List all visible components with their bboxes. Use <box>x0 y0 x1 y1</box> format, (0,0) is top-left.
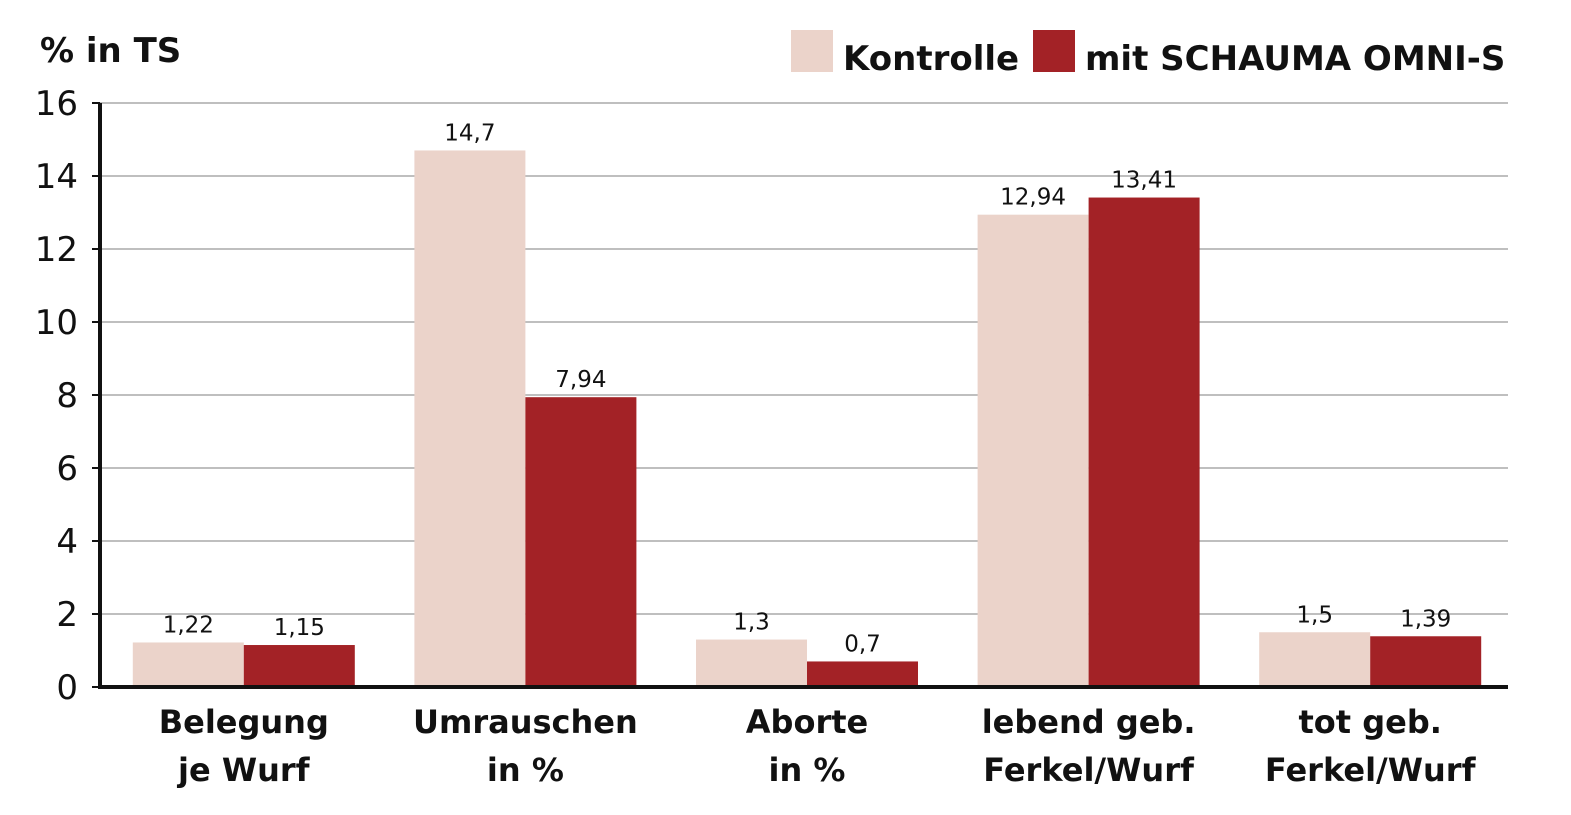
bar <box>1259 632 1371 687</box>
value-label: 1,3 <box>733 610 770 636</box>
x-tick-line: Belegung <box>159 703 329 741</box>
bar <box>414 150 526 687</box>
legend-swatch <box>1033 30 1075 72</box>
x-tick-line: Umrauschen <box>413 703 638 741</box>
bar <box>243 645 355 687</box>
bar <box>1370 636 1482 687</box>
x-tick-line: Ferkel/Wurf <box>983 751 1195 789</box>
x-tick-line: tot geb. <box>1299 703 1442 741</box>
x-tick-label: lebend geb. Ferkel/Wurf <box>982 703 1196 789</box>
x-tick-line: in % <box>487 751 564 789</box>
x-tick-label: Belegung je Wurf <box>159 703 329 789</box>
x-tick-label: Umrauschen in % <box>413 703 638 789</box>
y-tick-label: 14 <box>35 157 78 197</box>
bar <box>1088 197 1200 687</box>
x-tick-line: Ferkel/Wurf <box>1265 751 1477 789</box>
y-tick-label: 0 <box>56 668 78 708</box>
y-axis-label: % in TS <box>40 31 181 71</box>
bar <box>807 661 918 687</box>
x-tick-line: in % <box>769 751 846 789</box>
value-label: 14,7 <box>444 120 495 146</box>
value-label: 1,15 <box>274 615 325 641</box>
value-label: 1,5 <box>1296 602 1333 628</box>
bar <box>132 642 244 687</box>
bar <box>696 639 807 687</box>
value-label: 13,41 <box>1111 168 1177 194</box>
bar <box>977 214 1089 687</box>
value-label: 12,94 <box>1000 185 1066 211</box>
y-tick-label: 4 <box>56 522 78 562</box>
value-label: 7,94 <box>555 367 606 393</box>
value-label: 1,22 <box>163 612 214 638</box>
x-tick-line: Aborte <box>746 703 868 741</box>
y-tick-label: 10 <box>35 303 78 343</box>
y-tick-label: 6 <box>56 449 78 489</box>
legend-swatch <box>791 30 833 72</box>
x-tick-line: lebend geb. <box>982 703 1196 741</box>
legend-label: Kontrolle <box>843 39 1019 79</box>
value-label: 0,7 <box>844 631 881 657</box>
x-tick-line: je Wurf <box>176 751 311 789</box>
legend-label: mit SCHAUMA OMNI-S <box>1085 39 1505 79</box>
bar <box>525 397 637 687</box>
y-tick-label: 16 <box>35 84 78 124</box>
y-tick-label: 2 <box>56 595 78 635</box>
x-tick-label: Aborte in % <box>746 703 868 789</box>
y-tick-label: 8 <box>56 376 78 416</box>
x-tick-label: tot geb. Ferkel/Wurf <box>1265 703 1477 789</box>
y-tick-label: 12 <box>35 230 78 270</box>
value-label: 1,39 <box>1400 606 1451 632</box>
